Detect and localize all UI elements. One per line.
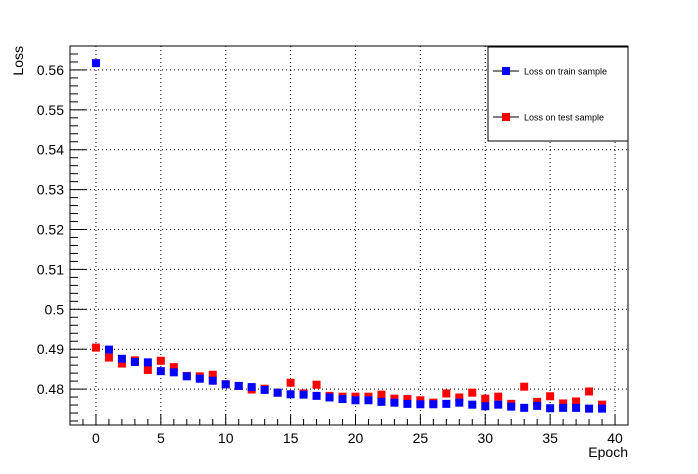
marker-train: [91, 59, 100, 68]
marker-train: [338, 395, 347, 404]
x-tick-label: 35: [542, 430, 558, 446]
x-tick-label: 20: [348, 430, 364, 446]
marker-train: [520, 403, 529, 412]
legend-marker-test: [502, 113, 510, 121]
marker-test: [403, 395, 412, 404]
marker-train: [286, 390, 295, 399]
marker-train: [390, 398, 399, 407]
marker-train: [455, 398, 464, 407]
y-tick-labels: 0.48 0.49 0.5 0.51 0.52 0.53 0.54 0.55 0.56: [37, 62, 64, 397]
y-tick-label: 0.51: [37, 261, 64, 277]
marker-train: [325, 393, 334, 402]
marker-train: [234, 381, 243, 390]
marker-test: [585, 387, 594, 396]
marker-train: [169, 368, 178, 377]
marker-train: [533, 401, 542, 410]
axis-ticks: [69, 45, 629, 425]
y-tick-label: 0.56: [37, 62, 64, 78]
marker-train: [208, 376, 217, 385]
marker-train: [312, 391, 321, 400]
legend-box: [487, 46, 629, 142]
marker-train: [130, 357, 139, 366]
x-tick-label: 25: [413, 430, 429, 446]
legend-label-train: Loss on train sample: [524, 67, 607, 77]
y-axis-title: Loss: [10, 46, 26, 76]
x-tick-labels: 0 5 10 15 20 25 30 35 40: [92, 430, 623, 446]
marker-test: [520, 382, 529, 391]
marker-test: [156, 356, 165, 365]
marker-train: [494, 400, 503, 409]
marker-train: [598, 404, 607, 413]
y-tick-label: 0.52: [37, 222, 64, 238]
marker-test: [312, 380, 321, 389]
marker-test: [117, 359, 126, 368]
marker-train: [182, 372, 191, 381]
marker-test: [377, 390, 386, 399]
marker-train: [156, 367, 165, 376]
y-tick-label: 0.5: [45, 301, 65, 317]
marker-test: [91, 343, 100, 352]
x-tick-label: 0: [92, 430, 100, 446]
marker-train: [377, 397, 386, 406]
marker-train: [481, 402, 490, 411]
marker-train: [442, 399, 451, 408]
x-tick-label: 40: [607, 430, 623, 446]
marker-test: [104, 353, 113, 362]
marker-train: [117, 354, 126, 363]
marker-train: [195, 374, 204, 383]
marker-train: [468, 400, 477, 409]
marker-test: [494, 392, 503, 401]
marker-train: [351, 396, 360, 405]
marker-train: [221, 380, 230, 389]
plot-frame: [69, 45, 629, 426]
legend-label-test: Loss on test sample: [524, 113, 604, 123]
legend: Loss on train sample Loss on test sample: [487, 46, 629, 142]
data-markers: [91, 59, 607, 413]
marker-test: [559, 399, 568, 408]
marker-train: [299, 390, 308, 399]
x-tick-label: 30: [477, 430, 493, 446]
marker-train: [104, 345, 113, 354]
x-axis-title: Epoch: [588, 444, 628, 460]
marker-test: [442, 389, 451, 398]
y-tick-label: 0.53: [37, 182, 64, 198]
x-tick-label: 15: [283, 430, 299, 446]
marker-train: [546, 404, 555, 413]
y-tick-label: 0.55: [37, 102, 64, 118]
marker-test: [143, 365, 152, 374]
marker-train: [559, 403, 568, 412]
y-tick-label: 0.54: [37, 142, 64, 158]
marker-train: [507, 402, 516, 411]
marker-train: [429, 400, 438, 409]
marker-test: [546, 392, 555, 401]
marker-test: [286, 378, 295, 387]
marker-test: [169, 363, 178, 372]
x-tick-label: 10: [218, 430, 234, 446]
marker-test: [572, 397, 581, 406]
marker-test: [455, 393, 464, 402]
y-tick-label: 0.48: [37, 381, 64, 397]
marker-train: [572, 403, 581, 412]
marker-test: [481, 394, 490, 403]
x-tick-label: 5: [157, 430, 165, 446]
marker-train: [416, 400, 425, 409]
y-tick-label: 0.49: [37, 341, 64, 357]
marker-train: [143, 358, 152, 367]
marker-train: [364, 396, 373, 405]
marker-train: [403, 399, 412, 408]
marker-train: [247, 383, 256, 392]
marker-train: [585, 404, 594, 413]
marker-test: [208, 370, 217, 379]
marker-test: [468, 388, 477, 397]
marker-train: [260, 385, 269, 394]
legend-marker-train: [502, 67, 510, 75]
marker-train: [273, 388, 282, 397]
